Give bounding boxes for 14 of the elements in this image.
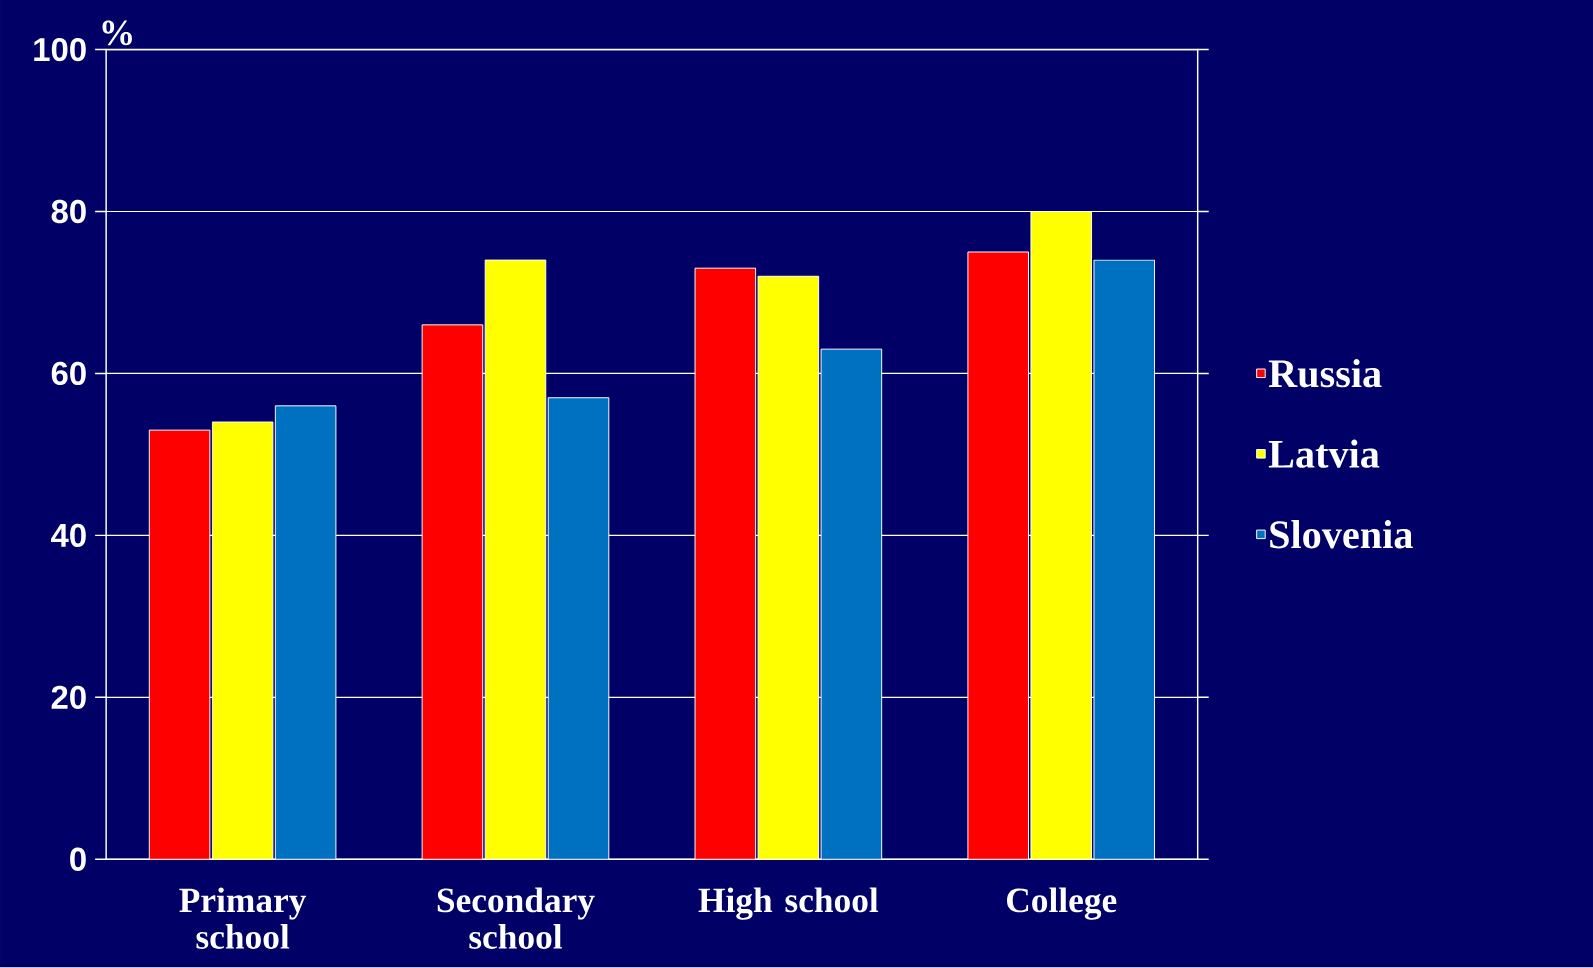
y-tick-label: 100 — [34, 38, 86, 62]
x-tick-label: High school — [698, 887, 879, 920]
y-tick-label: 80 — [51, 200, 86, 224]
y-tick-label: 60 — [51, 361, 86, 386]
x-tick-label: Primary school — [179, 887, 307, 950]
y-tick-label: 40 — [51, 523, 86, 548]
x-tick-label: College — [1006, 887, 1117, 920]
y-tick-label: 0 — [70, 847, 86, 872]
y-tick-label: 20 — [51, 685, 86, 710]
legend-label: Latvia — [1268, 439, 1380, 469]
legend-label: Slovenia — [1270, 520, 1413, 549]
x-tick-label: Secondary school — [437, 887, 595, 950]
legend-label: Russia — [1268, 359, 1382, 388]
y-axis-title: % — [102, 20, 132, 46]
